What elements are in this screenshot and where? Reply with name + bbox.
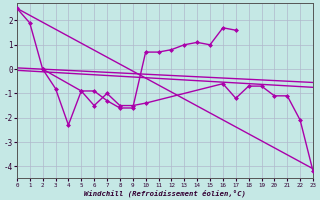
X-axis label: Windchill (Refroidissement éolien,°C): Windchill (Refroidissement éolien,°C) xyxy=(84,189,246,197)
